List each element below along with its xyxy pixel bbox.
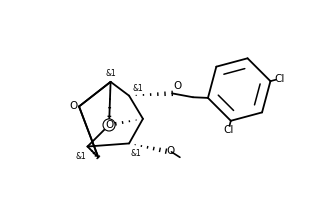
Text: O: O xyxy=(69,101,78,112)
Text: &1: &1 xyxy=(75,152,86,161)
Text: O: O xyxy=(105,120,113,130)
Text: Cl: Cl xyxy=(274,74,285,84)
Text: &1: &1 xyxy=(132,84,143,93)
Text: O: O xyxy=(167,146,175,156)
Text: Cl: Cl xyxy=(223,125,234,135)
Text: &1: &1 xyxy=(105,69,116,78)
Text: &1: &1 xyxy=(131,149,141,158)
Text: O: O xyxy=(174,81,182,91)
